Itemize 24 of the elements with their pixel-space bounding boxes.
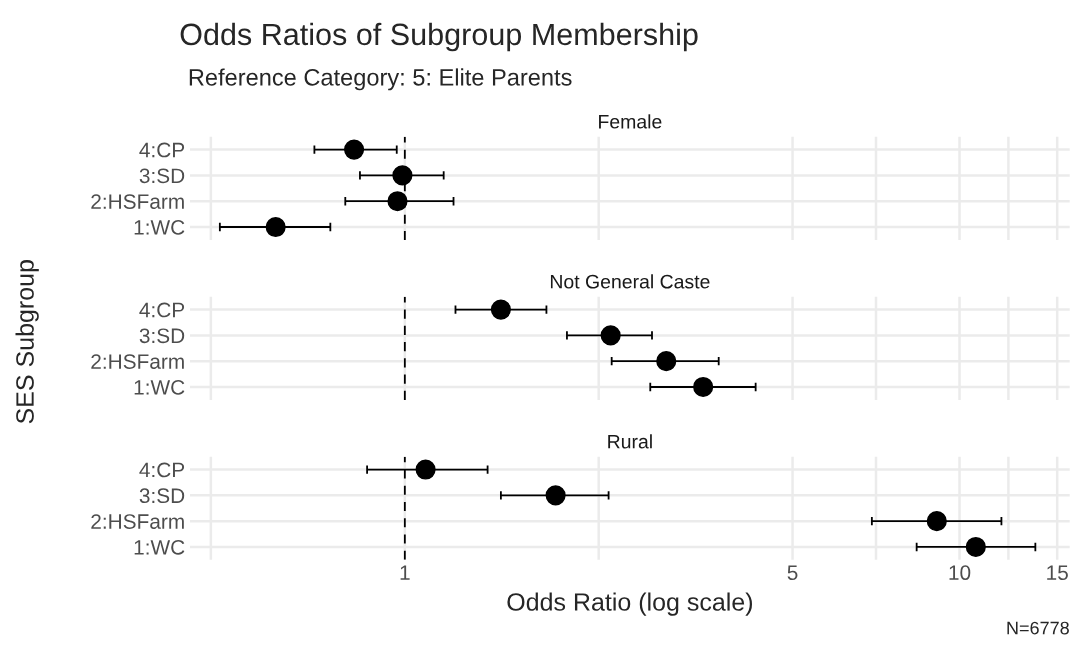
y-tick-label: 2:HSFarm — [91, 194, 184, 209]
y-tick-label: 1:WC — [134, 220, 185, 235]
y-tick-label: 3:SD — [139, 488, 185, 504]
y-tick-label: 4:CP — [139, 142, 185, 158]
y-tick-label: 3:SD — [139, 328, 185, 344]
x-tick-label: 15 — [1047, 565, 1068, 581]
y-tick-label: 3:SD — [139, 168, 185, 184]
chart-title: Not General Caste — [550, 274, 710, 289]
x-tick-label: 5 — [787, 565, 798, 581]
text: Odds Ratios of Subgroup Membership — [180, 22, 698, 52]
text: Reference Category: 5: Elite Parents — [189, 68, 572, 91]
y-tick-label: 4:CP — [139, 462, 185, 478]
text: N=6778 — [1007, 621, 1069, 635]
y-tick-label: 4:CP — [139, 302, 185, 318]
x-tick-label: 10 — [949, 565, 971, 581]
y-tick-label: 1:WC — [134, 539, 185, 555]
y-axis-title: SES Subgroup — [15, 260, 39, 424]
y-tick-label: 2:HSFarm — [91, 354, 184, 369]
y-tick-label: 2:HSFarm — [91, 514, 184, 529]
chart-title: Rural — [608, 434, 652, 449]
y-tick-label: 1:WC — [134, 379, 185, 395]
chart-title: Female — [599, 114, 662, 129]
x-axis-title: Odds Ratio (log scale) — [507, 592, 752, 616]
x-tick-label: 1 — [400, 565, 410, 580]
